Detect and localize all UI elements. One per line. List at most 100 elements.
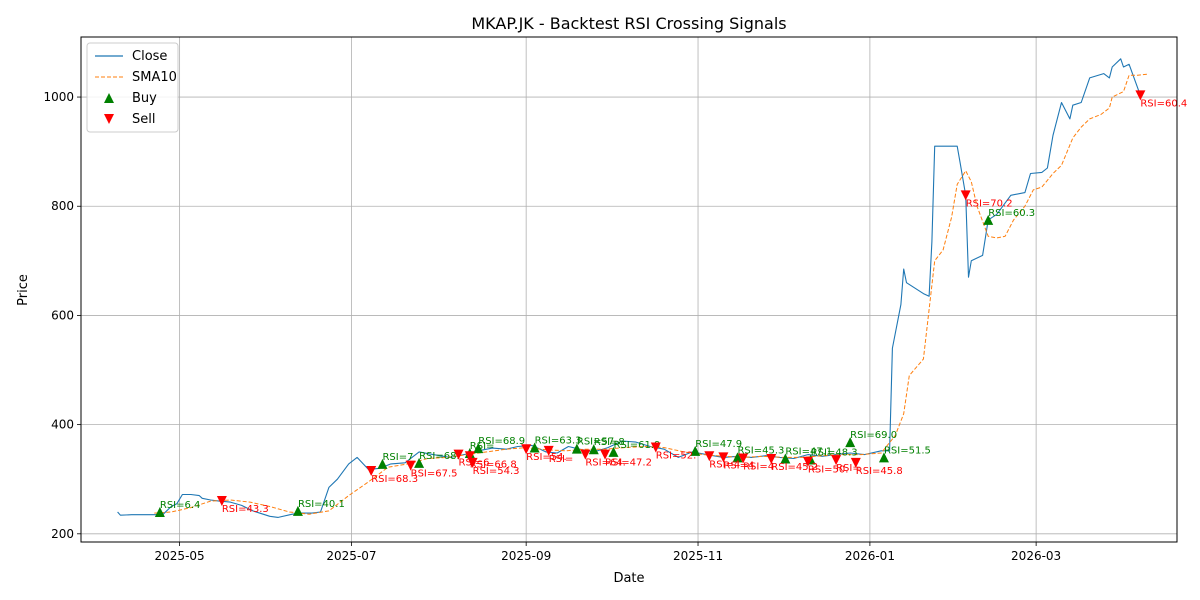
sell-signal-label: RSI=60.4 [1140,98,1187,109]
buy-signal-label: RSI=51.5 [884,445,931,456]
buy-marker [473,443,484,454]
sell-marker [521,444,532,455]
buy-signal-label: RSI=40.1 [298,499,345,510]
legend-swatch-sell [104,114,114,124]
legend-label-sma: SMA10 [132,70,177,85]
buy-marker [845,437,856,448]
y-tick-label: 800 [51,199,74,213]
sell-signal-label: RSI=68.3 [371,474,418,485]
y-tick-label: 1000 [43,90,74,104]
buy-signal-label: RSI=48.3 [811,448,858,459]
sell-signal-label: RSI= [549,454,574,465]
sell-marker [405,460,416,471]
sell-marker [1135,90,1146,101]
plot-frame [80,36,1178,543]
x-tick-label: 2025-05 [155,549,205,563]
buy-marker [377,458,388,469]
sell-signal-label: RSI=4 [709,459,740,470]
buy-marker [780,453,791,464]
legend-label-buy: Buy [132,91,157,106]
sell-marker [467,457,478,468]
sell-marker [464,451,475,462]
buy-signal-label: RSI=6.4 [160,500,201,511]
sell-marker [704,451,715,462]
buy-signal-label: RSI=45.3 [737,445,784,456]
legend-label-close: Close [132,49,167,64]
y-axis-ticks: 200 400 600 800 1000 [43,90,81,541]
sell-marker [366,466,377,477]
legend-box [86,42,179,133]
sell-marker [650,442,661,453]
buy-signal-label: RSI=61.9 [614,440,661,451]
sell-signal-label: RSI=66.8 [470,459,517,470]
x-tick-label: 2025-09 [501,549,551,563]
x-tick-label: 2025-11 [673,549,723,563]
buy-signal-label: RSI=60.3 [988,208,1035,219]
y-tick-label: 200 [51,527,74,541]
sell-marker [960,190,971,201]
y-tick-label: 400 [51,418,74,432]
buy-marker [571,443,582,454]
plot-area [117,58,1149,518]
x-tick-label: 2026-01 [845,549,895,563]
series-line-close [117,58,1141,518]
buy-marker [732,452,743,463]
buy-signal-label: RSI=57. [577,437,618,448]
sell-signal-label: RSI=54.3 [473,466,520,477]
sell-marker [600,449,611,460]
y-axis-label: Price [16,274,31,306]
sell-signal-label: RSI=47.2 [605,458,652,469]
buy-marker [608,446,619,457]
x-axis-label: Date [613,571,644,586]
sell-signal-label: RSI=67.5 [411,469,458,480]
x-tick-label: 2025-07 [326,549,376,563]
buy-signal-label: RSI=8 [594,437,625,448]
legend-swatch-buy [104,93,114,103]
sell-signal-label: RSI=70.2 [966,198,1013,209]
sell-signal-label: RSI=4 [743,461,774,472]
sell-marker [831,455,842,466]
buy-marker [878,452,889,463]
sell-signal-label: RSI=45.2 [771,462,818,473]
buy-marker [983,214,994,225]
buy-signal-label: RSI=69.0 [850,430,897,441]
buy-signal-label: RSI= [470,441,495,452]
sell-marker [850,457,861,468]
grid [81,37,1177,542]
sell-marker [766,454,777,465]
buy-signal-label: RSI=47.9 [695,439,742,450]
buy-marker [154,506,165,517]
sell-signal-label: RSI=64. [585,458,626,469]
sell-marker [543,445,554,456]
x-axis-ticks: 2025-05 2025-07 2025-09 2025-11 2026-01 2026-… [155,542,1061,563]
sell-signal-label: RSI=43.3 [222,504,269,515]
buy-marker [588,444,599,455]
sell-signal-label: RSI=52. [656,451,697,462]
sell-marker [580,449,591,460]
buy-signal-label: RSI=68.9 [478,436,525,447]
sell-marker [718,452,729,463]
chart-title: MKAP.JK - Backtest RSI Crossing Signals [471,14,786,33]
buy-signal-label: RSI=68. [419,451,460,462]
sell-marker [738,453,749,464]
x-tick-label: 2026-03 [1011,549,1061,563]
sell-signal-label: RSI=50. [808,465,849,476]
sell-signal-label: RSI= [836,463,861,474]
sell-marker [216,496,227,507]
sell-signal-label: RSI=54. [526,452,567,463]
buy-marker [690,445,701,456]
sell-marker [802,456,813,467]
buy-marker [529,442,540,453]
buy-signal-label: RSI=7 [382,452,413,463]
legend-label-sell: Sell [132,112,155,127]
sell-signal-label: RSI=45.8 [856,466,903,477]
buy-marker [414,457,425,468]
buy-signal-label: RSI=47.1 [785,446,832,457]
series-line-sma10 [154,73,1149,515]
sell-marker [453,449,464,460]
buy-signal-label: RSI=63.3 [535,436,582,447]
y-tick-label: 600 [51,308,74,322]
